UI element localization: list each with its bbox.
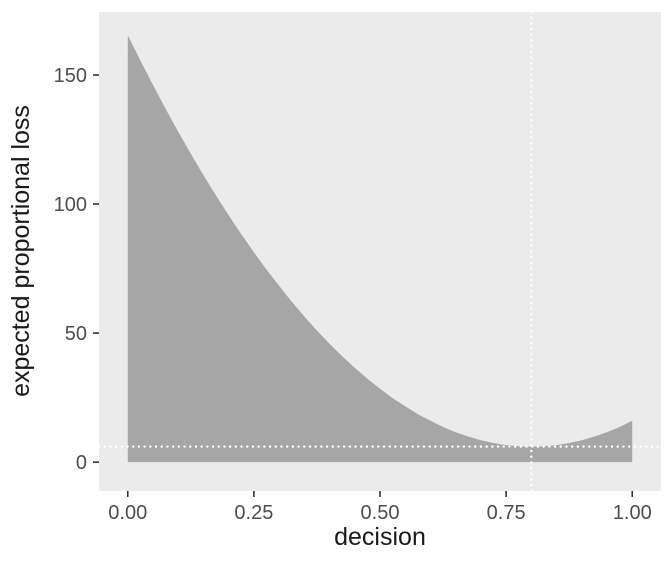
- y-axis-title: expected proportional loss: [7, 105, 35, 397]
- y-tick-label: 50: [65, 323, 87, 345]
- x-tick-label: 0.25: [234, 502, 273, 524]
- x-tick-label: 0.50: [361, 502, 400, 524]
- x-tick-label: 1.00: [613, 502, 652, 524]
- loss-area: [127, 35, 633, 463]
- x-axis-title: decision: [334, 523, 426, 551]
- x-tick-label: 0.00: [108, 502, 147, 524]
- y-tick-label: 0: [76, 452, 87, 474]
- y-tick-label: 150: [54, 65, 87, 87]
- y-tick-label: 100: [54, 194, 87, 216]
- x-tick-label: 0.75: [487, 502, 526, 524]
